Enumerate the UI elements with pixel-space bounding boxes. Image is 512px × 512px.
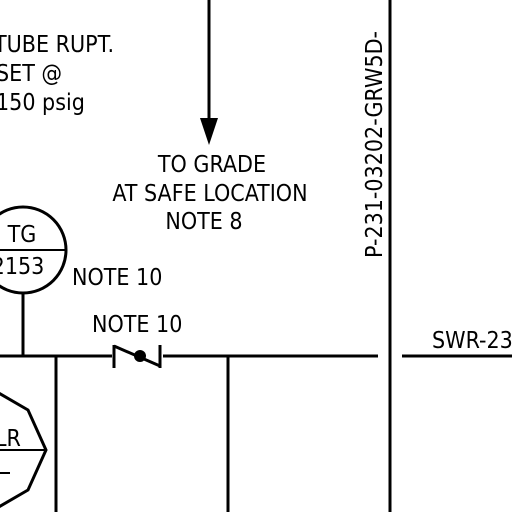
to-grade-line2: AT SAFE LOCATION <box>112 181 307 207</box>
to-grade-note: TO GRADE AT SAFE LOCATION NOTE 8 <box>112 152 307 235</box>
horizontal-line-number: SWR-23 <box>432 328 512 354</box>
check-valve-icon <box>112 344 162 368</box>
tube-rupt-line1: TUBE RUPT. <box>0 32 114 58</box>
note10-instrument-label: NOTE 10 <box>72 265 162 291</box>
tube-rupture-note: TUBE RUPT. SET @ 150 psig <box>0 32 114 116</box>
to-grade-line1: TO GRADE <box>157 152 266 178</box>
instrument-tag: 2153 <box>0 254 44 280</box>
instrument-type: TG <box>7 222 37 248</box>
lower-symbol-text: LR <box>0 426 21 452</box>
vertical-line-number: P-231-03202-GRW5D- <box>362 31 388 258</box>
vertical-line-right: P-231-03202-GRW5D- <box>362 0 392 512</box>
branch-lines <box>54 356 230 512</box>
lower-symbol: LR <box>0 392 48 508</box>
to-grade-line3: NOTE 8 <box>165 209 242 235</box>
note10-valve-label: NOTE 10 <box>92 312 182 338</box>
tube-rupt-line2: SET @ <box>0 61 62 87</box>
instrument-bubble-tg: TG 2153 <box>0 205 68 356</box>
tube-rupt-line3: 150 psig <box>0 90 85 116</box>
discharge-line <box>200 0 218 145</box>
flow-arrow-icon <box>200 118 218 145</box>
